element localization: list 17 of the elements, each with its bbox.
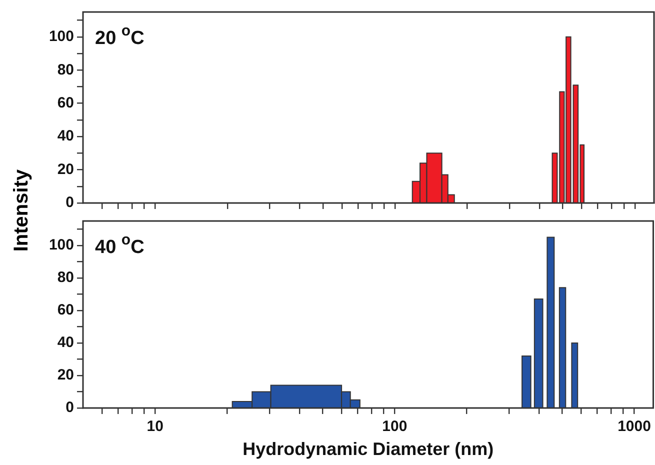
y-tick-label: 100 [48,236,74,254]
y-tick-label: 80 [57,61,74,78]
x-tick-label: 10 [146,418,164,436]
y-tick-label: 0 [66,399,74,416]
x-tick-label: 1000 [618,418,651,436]
y-axis-title: Intensity [10,168,34,252]
y-tick-label: 80 [57,269,74,286]
y-tick-label: 40 [57,128,74,145]
y-tick-label: 100 [48,28,74,46]
x-tick-label: 100 [382,418,408,436]
y-tick-label: 20 [57,366,74,384]
y-tick-label: 40 [57,334,74,352]
x-axis-title: Hydrodynamic Diameter (nm) [242,439,494,460]
y-tick-label: 0 [66,194,74,212]
y-tick-label: 60 [57,302,74,319]
y-tick-label: 60 [57,94,74,112]
y-tick-label: 20 [57,160,74,178]
